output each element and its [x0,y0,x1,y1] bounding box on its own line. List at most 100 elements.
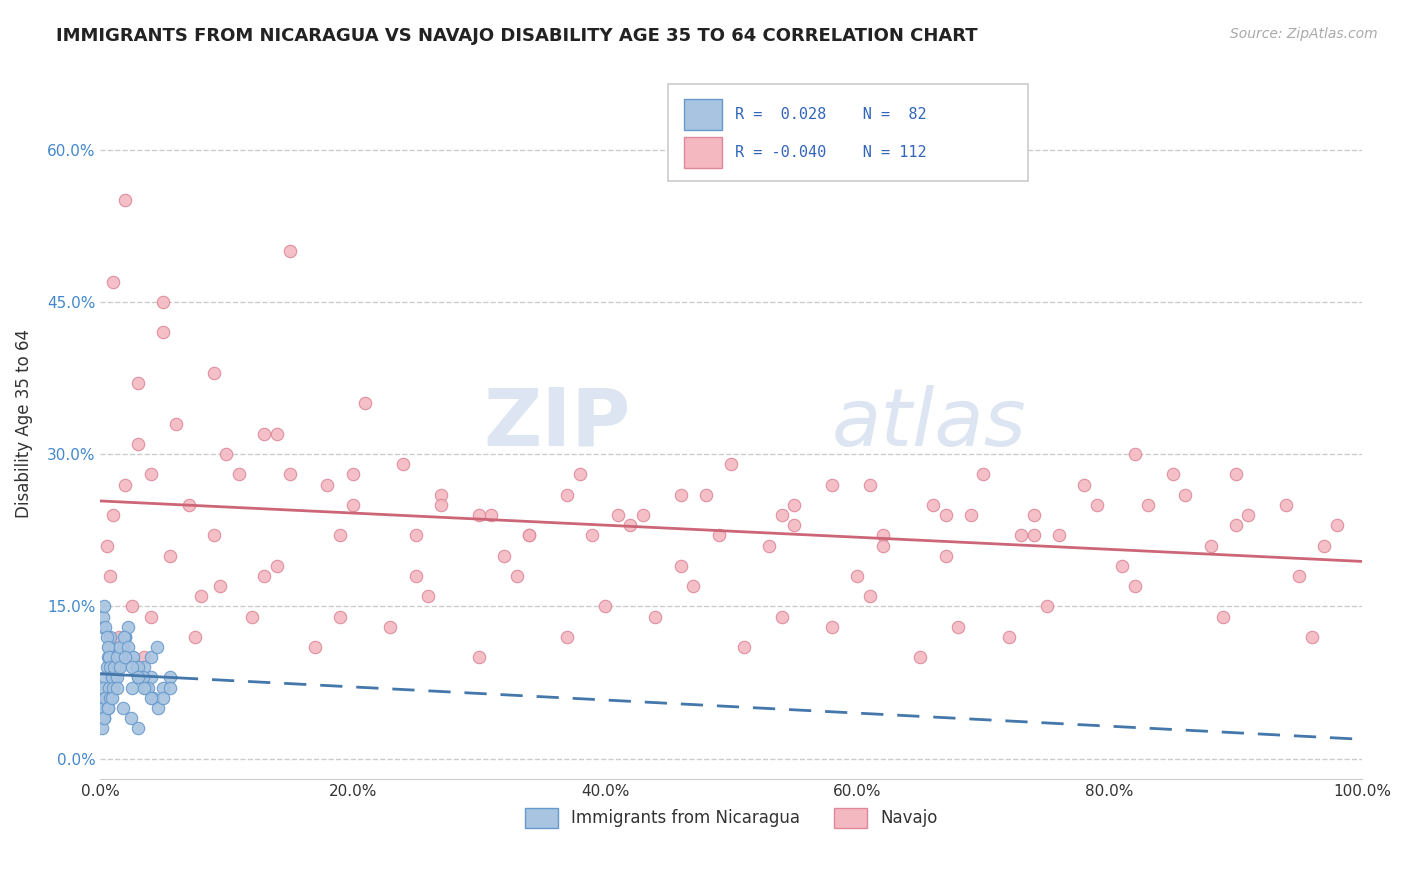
Point [114,194,136,208]
Point [90,711,112,725]
Point [100,670,122,684]
Point [148,701,170,715]
Point [720,458,742,472]
Point [100,690,122,705]
Point [1022,508,1045,522]
Point [146,640,169,654]
Point [770,508,793,522]
Point [783,498,806,512]
Point [104,660,127,674]
Point [1288,569,1310,583]
Point [872,539,894,553]
Point [110,640,132,654]
Point [568,467,591,482]
Point [1022,528,1045,542]
Point [121,599,143,614]
Point [669,558,692,573]
Point [1047,528,1070,542]
Point [177,498,200,512]
Text: Source: ZipAtlas.com: Source: ZipAtlas.com [1230,27,1378,41]
Point [98,681,121,695]
Point [1010,528,1032,542]
Point [110,650,132,665]
Point [101,681,124,695]
Point [159,670,181,684]
Point [1174,488,1197,502]
Point [97,640,120,654]
Point [682,579,704,593]
Point [619,518,641,533]
Point [517,528,540,542]
Point [329,609,352,624]
Point [94,620,117,634]
Point [165,417,187,431]
Point [278,244,301,259]
Point [253,426,276,441]
Point [517,528,540,542]
Point [112,630,135,644]
Point [1212,609,1234,624]
Point [134,660,156,674]
Point [124,660,146,674]
Point [93,711,115,725]
Point [342,498,364,512]
Point [98,630,121,644]
Point [93,701,115,715]
Point [859,477,882,491]
Point [329,528,352,542]
Point [142,690,165,705]
Point [783,518,806,533]
Point [821,477,844,491]
Point [139,670,162,684]
Point [93,711,115,725]
Point [228,467,250,482]
Point [127,437,149,451]
Point [430,498,453,512]
Point [253,569,276,583]
Point [135,681,157,695]
FancyBboxPatch shape [685,136,723,168]
Point [90,721,112,735]
Point [98,650,121,665]
Point [98,660,121,674]
Point [134,650,156,665]
Point [935,508,957,522]
Text: IMMIGRANTS FROM NICARAGUA VS NAVAJO DISABILITY AGE 35 TO 64 CORRELATION CHART: IMMIGRANTS FROM NICARAGUA VS NAVAJO DISA… [56,27,977,45]
Point [159,681,181,695]
Point [606,508,628,522]
Point [96,690,118,705]
Point [1136,498,1159,512]
Point [821,620,844,634]
Point [114,630,136,644]
Text: R = -0.040    N = 112: R = -0.040 N = 112 [735,145,927,160]
FancyBboxPatch shape [685,99,723,130]
Point [593,599,616,614]
Point [209,579,232,593]
Point [215,447,238,461]
Point [117,620,139,634]
Point [96,539,118,553]
Point [1085,498,1108,512]
Point [105,681,128,695]
Point [266,426,288,441]
Point [872,528,894,542]
Point [1225,467,1247,482]
Point [1123,579,1146,593]
Point [93,599,115,614]
Point [127,721,149,735]
Point [132,670,155,684]
Point [190,589,212,603]
Point [430,488,453,502]
Point [202,528,225,542]
Point [342,467,364,482]
Point [121,681,143,695]
Point [97,701,120,715]
Point [1161,467,1184,482]
Point [111,640,134,654]
Point [695,488,717,502]
Point [101,275,124,289]
Point [96,660,118,674]
Point [202,366,225,380]
Point [1237,508,1260,522]
Point [91,609,114,624]
